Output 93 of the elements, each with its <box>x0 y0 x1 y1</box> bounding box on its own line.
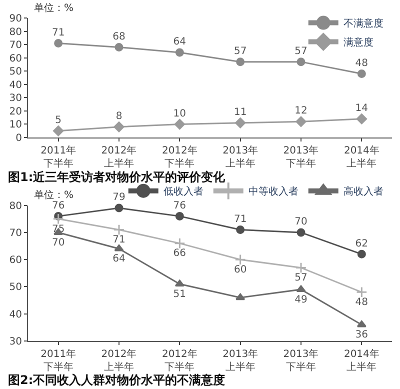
y-tick-label: 30 <box>9 93 22 104</box>
data-label: 5 <box>55 114 62 126</box>
text: 图2:不同收入人群对物价水平的不满意度 <box>8 373 226 387</box>
data-label: 60 <box>234 264 247 276</box>
x-tick-label: 2014年上半年 <box>344 144 380 170</box>
data-label: 48 <box>355 58 368 69</box>
data-label: 64 <box>112 254 126 265</box>
data-label: 76 <box>173 200 186 212</box>
point <box>174 238 186 249</box>
point <box>235 118 246 128</box>
point <box>113 224 125 236</box>
x-tick-label: 2013年下半年 <box>283 144 319 170</box>
x-tick-label: 2011年下半年 <box>40 348 76 373</box>
y-tick-label: 10 <box>9 120 22 131</box>
y-tick-label: 50 <box>9 282 22 294</box>
point <box>357 250 366 258</box>
data-label: 51 <box>173 288 186 300</box>
data-label: 76 <box>52 200 65 212</box>
y-tick-label: 80 <box>9 26 22 38</box>
point <box>296 228 306 237</box>
data-label: 79 <box>112 192 126 204</box>
point <box>174 280 184 287</box>
x-tick-label: 2014年上半年 <box>344 348 380 373</box>
point <box>356 286 368 298</box>
point <box>356 320 366 328</box>
x-tick-label: 2012年下半年 <box>162 144 198 170</box>
point <box>236 293 246 300</box>
point <box>356 114 367 124</box>
legend-label: 低收入者 <box>163 186 204 198</box>
point <box>175 212 184 220</box>
point <box>357 70 366 78</box>
data-label: 62 <box>355 238 368 250</box>
point <box>236 58 245 66</box>
data-label: 70 <box>52 237 65 248</box>
y-tick-label: 70 <box>9 40 22 52</box>
data-label: 57 <box>294 46 308 57</box>
legend-label: 满意度 <box>343 36 374 49</box>
point <box>114 122 124 132</box>
text: 单位：% <box>34 189 74 201</box>
data-label: 71 <box>112 234 126 246</box>
x-tick-label: 2013年上半年 <box>222 348 258 373</box>
data-label: 66 <box>173 248 186 260</box>
y-tick-label: 20 <box>9 106 22 118</box>
y-tick-label: 50 <box>9 66 22 78</box>
y-tick-label: 0 <box>16 133 22 144</box>
point <box>114 204 124 212</box>
data-label: 48 <box>355 297 368 308</box>
x-tick-label: 2013年下半年 <box>283 348 319 373</box>
point <box>54 38 63 48</box>
text: 单位：% <box>34 2 74 14</box>
data-label: 36 <box>355 330 368 341</box>
y-tick-label: 40 <box>9 309 22 320</box>
point <box>296 285 306 292</box>
point <box>236 226 245 234</box>
x-tick-label: 2012年上半年 <box>101 348 137 373</box>
y-tick-label: 40 <box>9 80 22 91</box>
point <box>296 116 306 127</box>
y-tick-label: 70 <box>9 228 22 239</box>
y-tick-label: 60 <box>9 255 22 266</box>
x-tick-label: 2013年上半年 <box>222 144 258 170</box>
point <box>295 262 307 274</box>
point <box>234 254 246 266</box>
point <box>296 58 306 66</box>
x-tick-label: 2011年下半年 <box>40 144 76 170</box>
legend-label: 高收入者 <box>343 186 384 198</box>
x-tick-label: 2012年下半年 <box>162 348 198 373</box>
y-tick-label: 60 <box>9 53 22 64</box>
data-label: 12 <box>294 106 308 117</box>
data-label: 68 <box>112 31 126 42</box>
data-label: 71 <box>234 214 247 225</box>
legend-label: 不满意度 <box>343 18 384 30</box>
data-label: 11 <box>234 107 247 118</box>
data-label: 14 <box>355 103 368 114</box>
data-label: 57 <box>234 46 247 57</box>
point <box>53 126 64 136</box>
point <box>114 244 124 252</box>
legend-label: 中等收入者 <box>248 186 298 198</box>
point <box>52 213 64 225</box>
data-label: 64 <box>173 36 186 48</box>
data-label: 49 <box>294 294 308 306</box>
y-tick-label: 90 <box>9 14 22 24</box>
text: 图1:近三年受访者对物价水平的评价变化 <box>8 170 226 184</box>
y-tick-label: 30 <box>9 336 22 348</box>
point <box>114 42 124 52</box>
data-label: 71 <box>52 27 65 38</box>
y-tick-label: 80 <box>9 200 22 212</box>
data-label: 57 <box>294 272 308 284</box>
data-label: 70 <box>294 216 308 228</box>
x-tick-label: 2012年上半年 <box>101 144 137 170</box>
point <box>175 48 184 57</box>
data-label: 10 <box>173 108 186 120</box>
point <box>174 118 185 130</box>
data-label: 8 <box>116 111 122 122</box>
